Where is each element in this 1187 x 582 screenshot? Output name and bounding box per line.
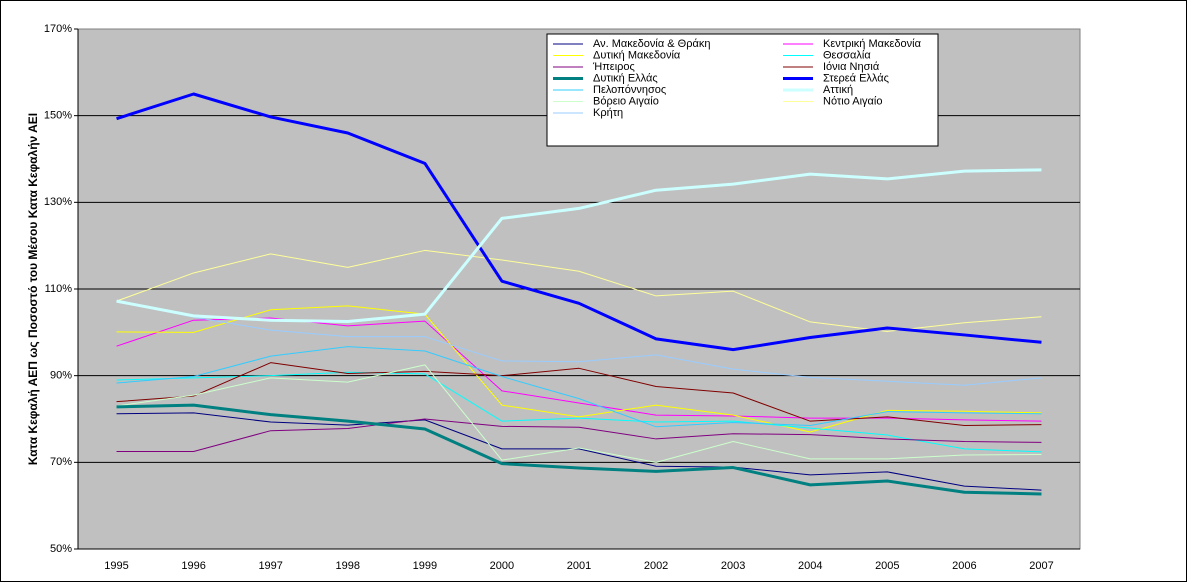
series-line — [116, 412, 1042, 491]
series-line — [116, 168, 1042, 323]
y-tick-label: 70% — [50, 456, 72, 468]
y-tick-label: 170% — [44, 23, 72, 35]
legend-label: Δυτική Ελλάς — [593, 72, 658, 84]
series-line — [116, 249, 1042, 332]
legend-label: Ιόνια Νησιά — [823, 61, 880, 73]
series-line — [116, 305, 1042, 433]
series-line — [116, 364, 1042, 463]
legend-label: Κρήτη — [593, 107, 623, 119]
series-line — [116, 418, 1042, 452]
x-tick-label: 2000 — [490, 560, 514, 572]
y-tick-label: 90% — [50, 370, 72, 382]
x-tick-label: 2002 — [644, 560, 668, 572]
series-line — [116, 362, 1042, 426]
y-tick-label: 150% — [44, 110, 72, 122]
legend-label: Αττική — [823, 84, 853, 96]
legend-label: Βόρειο Αιγαίο — [593, 95, 659, 107]
x-tick-label: 1999 — [413, 560, 437, 572]
series-line — [116, 403, 1042, 496]
x-tick-label: 1995 — [104, 560, 128, 572]
x-tick-label: 1998 — [336, 560, 360, 572]
y-tick-label: 110% — [45, 283, 73, 295]
legend-label: Ήπειρος — [592, 61, 635, 73]
series-line — [116, 317, 1042, 422]
series-line — [116, 300, 1042, 386]
x-tick-label: 2003 — [721, 560, 745, 572]
series-line — [116, 346, 1042, 428]
x-tick-label: 2006 — [952, 560, 976, 572]
x-tick-label: 1996 — [181, 560, 205, 572]
series-line — [116, 92, 1042, 352]
series-line — [116, 371, 1042, 453]
legend-label: Κεντρική Μακεδονία — [823, 38, 922, 50]
legend-label: Νότιο Αιγαίο — [823, 95, 882, 107]
x-tick-label: 2001 — [567, 560, 591, 572]
legend-box — [546, 33, 939, 147]
y-tick-label: 50% — [50, 543, 72, 555]
legend-label: Θεσσαλία — [823, 49, 871, 61]
legend-label: Αν. Μακεδονία & Θράκη — [593, 38, 710, 50]
legend-label: Δυτική Μακεδονία — [593, 49, 681, 61]
y-tick-label: 130% — [44, 196, 72, 208]
x-tick-label: 2005 — [875, 560, 899, 572]
legend-label: Πελοπόννησος — [593, 84, 666, 96]
x-tick-label: 2007 — [1029, 560, 1053, 572]
x-tick-label: 1997 — [258, 560, 282, 572]
legend-label: Στερεά Ελλάς — [823, 72, 889, 84]
x-tick-label: 2004 — [798, 560, 822, 572]
y-axis-label: Κατα Κεφαλή ΑΕΠ ως Ποσοστό του Μέσου Κατ… — [26, 113, 40, 465]
